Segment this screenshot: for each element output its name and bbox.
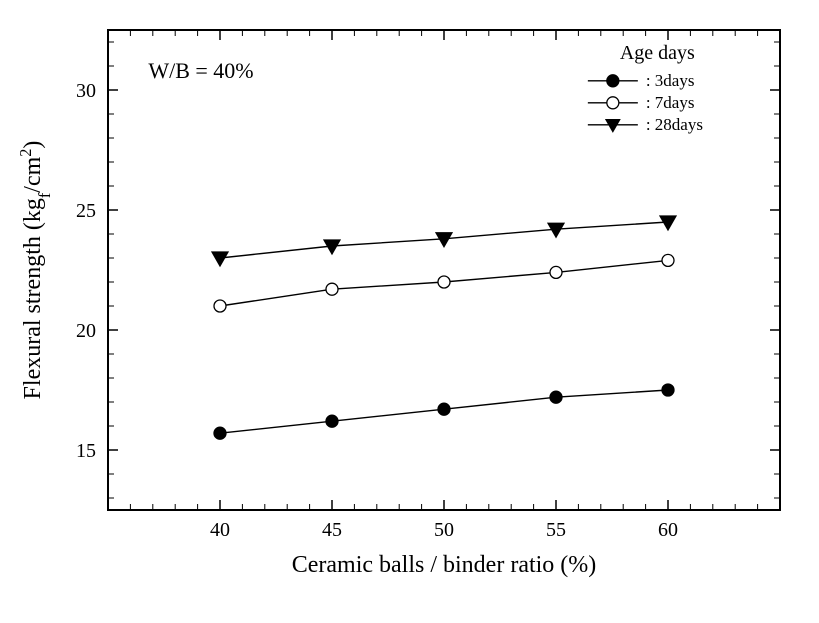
y-tick-label: 25 xyxy=(76,200,96,222)
x-tick-label: 60 xyxy=(658,519,678,541)
x-tick-label: 40 xyxy=(210,519,230,541)
x-tick-label: 45 xyxy=(322,519,342,541)
legend-label: : 28days xyxy=(646,115,703,134)
legend-label: : 7days xyxy=(646,93,695,112)
annotation-text: W/B = 40% xyxy=(148,58,253,83)
x-tick-label: 55 xyxy=(546,519,566,541)
x-axis-label: Ceramic balls / binder ratio (%) xyxy=(292,552,597,578)
y-tick-label: 20 xyxy=(76,320,96,342)
legend-label: : 3days xyxy=(646,71,695,90)
y-tick-label: 15 xyxy=(76,440,96,462)
y-tick-label: 30 xyxy=(76,80,96,102)
chart-container: 40 45 50 55 60 Ceramic balls / binder ratio (… xyxy=(0,0,819,623)
legend-title: Age days xyxy=(620,42,695,64)
chart-svg: 40 45 50 55 60 Ceramic balls / binder ratio (… xyxy=(0,0,819,623)
x-tick-label: 50 xyxy=(434,519,454,541)
